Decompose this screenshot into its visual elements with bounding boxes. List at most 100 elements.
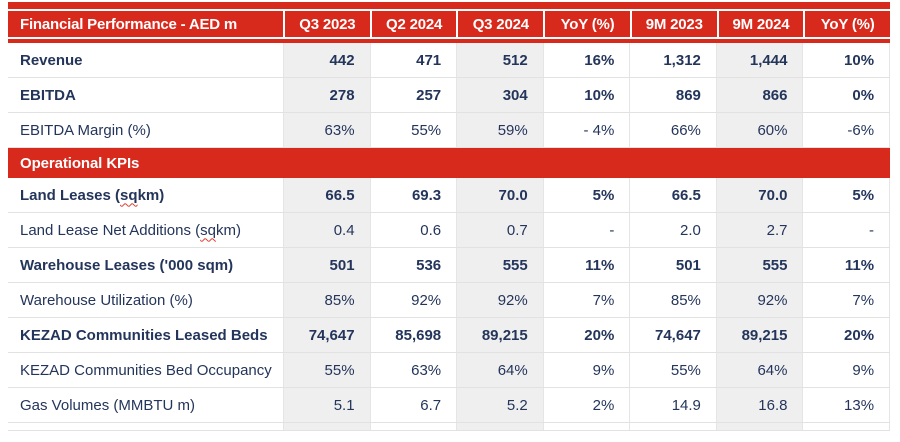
value-cell: 60% bbox=[715, 113, 803, 147]
row-label: Warehouse Leases ('000 sqm) bbox=[20, 256, 234, 274]
value-cell: 55% bbox=[369, 113, 457, 147]
row-label: Land Lease Net Additions (sq km) bbox=[20, 221, 241, 239]
row-label: Gas Volumes (MMBTU m) bbox=[20, 396, 196, 414]
value-cell bbox=[369, 423, 457, 430]
value-cell: 59% bbox=[456, 113, 543, 147]
value-cell: 9% bbox=[542, 353, 630, 387]
value-cell: 7% bbox=[542, 283, 630, 317]
value-cell: 869 bbox=[629, 78, 716, 112]
value-cell: 20% bbox=[542, 318, 630, 352]
value-cell: 74,647 bbox=[629, 318, 716, 352]
financial-rows-section: Revenue 442 471 512 16% 1,312 1,444 10% EBITDA 27… bbox=[8, 43, 891, 148]
column-header: Q3 2024 bbox=[456, 11, 543, 37]
table-row: EBITDA Margin (%) 63% 55% 59% - 4% 66% 60% -6% bbox=[8, 113, 891, 148]
section-header-band: Operational KPIs bbox=[8, 148, 890, 178]
value-cell: 442 bbox=[283, 43, 370, 77]
value-cell: 66% bbox=[629, 113, 716, 147]
value-cell: 0% bbox=[802, 78, 891, 112]
value-cell: 7% bbox=[802, 283, 891, 317]
row-label: KEZAD Communities Bed Occupancy bbox=[20, 361, 272, 379]
value-cell bbox=[283, 423, 370, 430]
column-header: YoY (%) bbox=[803, 11, 890, 37]
value-cell: 2.7 bbox=[715, 213, 803, 247]
value-cell: 2% bbox=[542, 388, 630, 422]
row-label: EBITDA bbox=[20, 86, 76, 104]
column-header: YoY (%) bbox=[543, 11, 630, 37]
top-accent-strip bbox=[8, 2, 890, 9]
value-cell: 0.4 bbox=[283, 213, 370, 247]
table-title: Financial Performance - AED m bbox=[20, 15, 238, 33]
value-cell: 11% bbox=[802, 248, 891, 282]
value-cell bbox=[456, 423, 543, 430]
value-cell: 69.3 bbox=[369, 178, 457, 212]
value-cell: 89,215 bbox=[715, 318, 803, 352]
row-label bbox=[8, 423, 283, 430]
value-cell: 501 bbox=[283, 248, 370, 282]
value-cell: 70.0 bbox=[715, 178, 803, 212]
value-cell: 501 bbox=[629, 248, 716, 282]
value-cell bbox=[715, 423, 803, 430]
column-header: 9M 2024 bbox=[716, 11, 804, 37]
value-cell: 70.0 bbox=[456, 178, 543, 212]
filler-row bbox=[8, 423, 891, 431]
table-row: KEZAD Communities Leased Beds 74,647 85,69… bbox=[8, 318, 891, 353]
value-cell: 92% bbox=[715, 283, 803, 317]
value-cell: 1,312 bbox=[629, 43, 716, 77]
value-cell: 10% bbox=[542, 78, 630, 112]
section-header-label: Operational KPIs bbox=[20, 154, 140, 172]
table-row: Warehouse Utilization (%) 85% 92% 92% 7% 85% 9… bbox=[8, 283, 891, 318]
value-cell: 66.5 bbox=[629, 178, 716, 212]
table-row: Warehouse Leases ('000 sqm) 501 536 555 11% 5… bbox=[8, 248, 891, 283]
row-label: Land Leases (sq km) bbox=[20, 186, 165, 204]
kpi-table: Financial Performance - AED m Q3 2023 Q2 … bbox=[8, 2, 891, 431]
value-cell: 1,444 bbox=[715, 43, 803, 77]
value-cell: 55% bbox=[629, 353, 716, 387]
value-cell: 555 bbox=[456, 248, 543, 282]
value-cell: 5.1 bbox=[283, 388, 370, 422]
value-cell: - 4% bbox=[542, 113, 630, 147]
value-cell bbox=[629, 423, 716, 430]
value-cell bbox=[542, 423, 630, 430]
column-header: 9M 2023 bbox=[629, 11, 717, 37]
value-cell: 257 bbox=[369, 78, 457, 112]
value-cell: 85% bbox=[283, 283, 370, 317]
value-cell: 5% bbox=[802, 178, 891, 212]
value-cell: 9% bbox=[802, 353, 891, 387]
column-header: Q3 2023 bbox=[283, 11, 370, 37]
table-row: Revenue 442 471 512 16% 1,312 1,444 10% bbox=[8, 43, 891, 78]
value-cell: 64% bbox=[456, 353, 543, 387]
value-cell: 11% bbox=[542, 248, 630, 282]
value-cell: 6.7 bbox=[369, 388, 457, 422]
value-cell: 512 bbox=[456, 43, 543, 77]
value-cell: - bbox=[542, 213, 630, 247]
value-cell: 55% bbox=[283, 353, 370, 387]
value-cell: 92% bbox=[456, 283, 543, 317]
value-cell: 5.2 bbox=[456, 388, 543, 422]
table-row: Gas Volumes (MMBTU m) 5.1 6.7 5.2 2% 14.9 16.8… bbox=[8, 388, 891, 423]
spellcheck-squiggle: sq bbox=[120, 186, 138, 204]
value-cell: -6% bbox=[802, 113, 891, 147]
value-cell: 85% bbox=[629, 283, 716, 317]
row-label: EBITDA Margin (%) bbox=[20, 121, 151, 139]
value-cell: 0.6 bbox=[369, 213, 457, 247]
value-cell: 2.0 bbox=[629, 213, 716, 247]
value-cell: 304 bbox=[456, 78, 543, 112]
table-row: KEZAD Communities Bed Occupancy 55% 63% 64%… bbox=[8, 353, 891, 388]
spellcheck-squiggle: sq bbox=[200, 221, 216, 239]
value-cell: 536 bbox=[369, 248, 457, 282]
column-header: Q2 2024 bbox=[369, 11, 457, 37]
table-row: EBITDA 278 257 304 10% 869 866 0% bbox=[8, 78, 891, 113]
value-cell: 20% bbox=[802, 318, 891, 352]
table-row: Land Lease Net Additions (sq km) 0.4 0.6 0.… bbox=[8, 213, 891, 248]
value-cell: 64% bbox=[715, 353, 803, 387]
value-cell: 866 bbox=[715, 78, 803, 112]
value-cell: 471 bbox=[369, 43, 457, 77]
value-cell: - bbox=[802, 213, 891, 247]
operational-rows-section: Land Leases (sq km) 66.5 69.3 70.0 5% 66.5 70.… bbox=[8, 178, 891, 431]
header-accent-strip bbox=[8, 39, 890, 43]
value-cell: 278 bbox=[283, 78, 370, 112]
table-header-row: Financial Performance - AED m Q3 2023 Q2 … bbox=[8, 11, 890, 37]
value-cell: 0.7 bbox=[456, 213, 543, 247]
value-cell: 89,215 bbox=[456, 318, 543, 352]
value-cell: 63% bbox=[283, 113, 370, 147]
